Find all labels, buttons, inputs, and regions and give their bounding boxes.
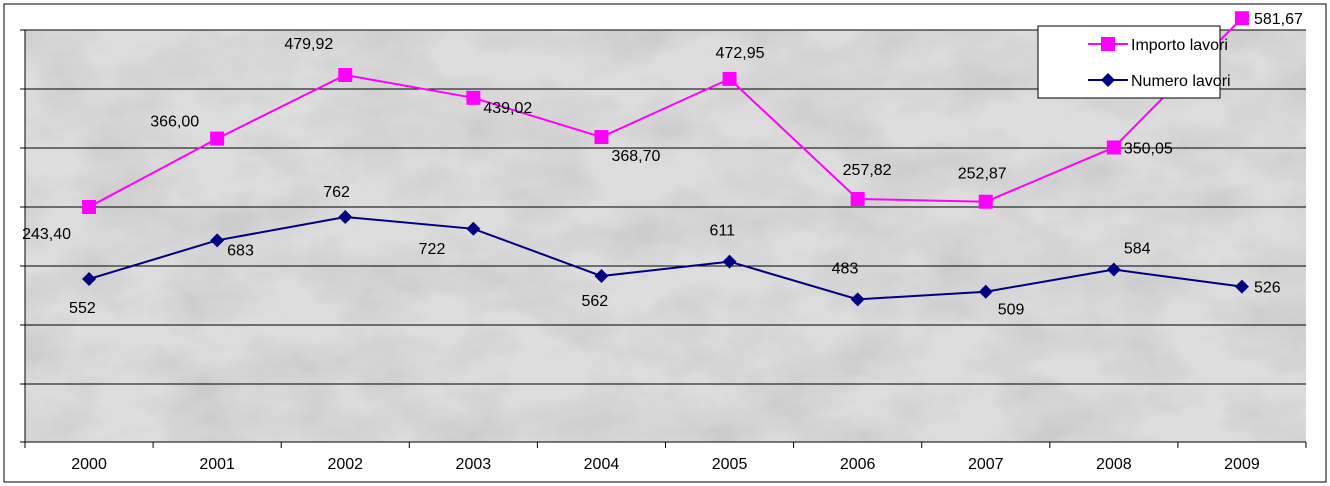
axes	[20, 29, 1307, 448]
x-tick-labels: 2000 2001 2002 2003 2004 2005 2006 2007 2008 2009	[71, 456, 1260, 473]
legend-marker-numero	[1101, 73, 1115, 87]
data-point	[722, 71, 737, 86]
x-tick-label: 2003	[456, 456, 492, 473]
x-tick-label: 2006	[840, 456, 876, 473]
series-line	[88, 17, 1243, 208]
data-point	[1234, 11, 1249, 26]
data-label: 722	[419, 241, 446, 258]
x-tick-label: 2005	[712, 456, 748, 473]
data-label: 483	[832, 260, 859, 277]
data-label: 368,70	[611, 148, 660, 165]
x-tick-label: 2002	[327, 456, 363, 473]
legend-box	[1037, 25, 1221, 99]
series-numero-lavori	[82, 210, 1249, 307]
legend: Importo lavori Numero lavori	[1037, 25, 1231, 99]
data-point	[594, 269, 609, 284]
data-label: 552	[69, 300, 96, 317]
x-tick-label: 2000	[71, 456, 107, 473]
x-tick-label: 2001	[199, 456, 235, 473]
x-tick-label: 2008	[1096, 456, 1132, 473]
data-point	[1106, 140, 1121, 155]
data-point	[466, 90, 481, 105]
data-point	[850, 292, 865, 307]
data-point	[82, 200, 97, 214]
data-label: 479,92	[284, 36, 333, 53]
legend-item-numero: Numero lavori	[1088, 73, 1231, 90]
data-label: 611	[710, 223, 736, 240]
data-label: 243,40	[22, 226, 71, 243]
series-line	[88, 215, 1243, 301]
series-layer	[82, 11, 1249, 307]
data-point	[850, 191, 865, 206]
legend-marker-importo	[1101, 37, 1115, 51]
data-label: 439,02	[483, 100, 532, 117]
x-tick-label: 2007	[968, 456, 1004, 473]
data-label: 581,67	[1254, 11, 1303, 28]
data-labels: 243,40 366,00 479,92 439,02 368,70 472,95 257,…	[22, 11, 1303, 318]
data-point	[594, 130, 609, 145]
plot-area	[25, 30, 1306, 442]
data-label: 683	[227, 242, 254, 259]
data-point	[82, 272, 97, 286]
data-point	[978, 194, 993, 209]
data-point	[210, 233, 225, 248]
data-label: 584	[1124, 241, 1151, 258]
data-label: 472,95	[716, 45, 765, 62]
data-label: 562	[581, 293, 608, 310]
data-point	[978, 284, 993, 299]
data-label: 762	[323, 184, 350, 201]
legend-label-importo: Importo lavori	[1131, 37, 1228, 54]
data-point	[466, 221, 481, 236]
series-importo-lavori	[82, 11, 1249, 214]
data-label: 257,82	[843, 162, 892, 179]
data-label: 252,87	[958, 166, 1007, 183]
data-point	[1106, 262, 1121, 277]
x-tick-label: 2004	[584, 456, 620, 473]
data-point	[1234, 279, 1249, 294]
data-label: 350,05	[1124, 140, 1173, 157]
data-label: 509	[998, 302, 1025, 319]
data-point	[338, 68, 353, 82]
data-label: 526	[1254, 280, 1281, 297]
data-point	[210, 131, 225, 146]
x-tick-label: 2009	[1224, 456, 1260, 473]
data-point	[338, 210, 353, 224]
data-point	[722, 254, 737, 269]
legend-item-importo: Importo lavori	[1088, 37, 1228, 54]
data-label: 366,00	[150, 114, 199, 131]
legend-label-numero: Numero lavori	[1131, 73, 1231, 90]
